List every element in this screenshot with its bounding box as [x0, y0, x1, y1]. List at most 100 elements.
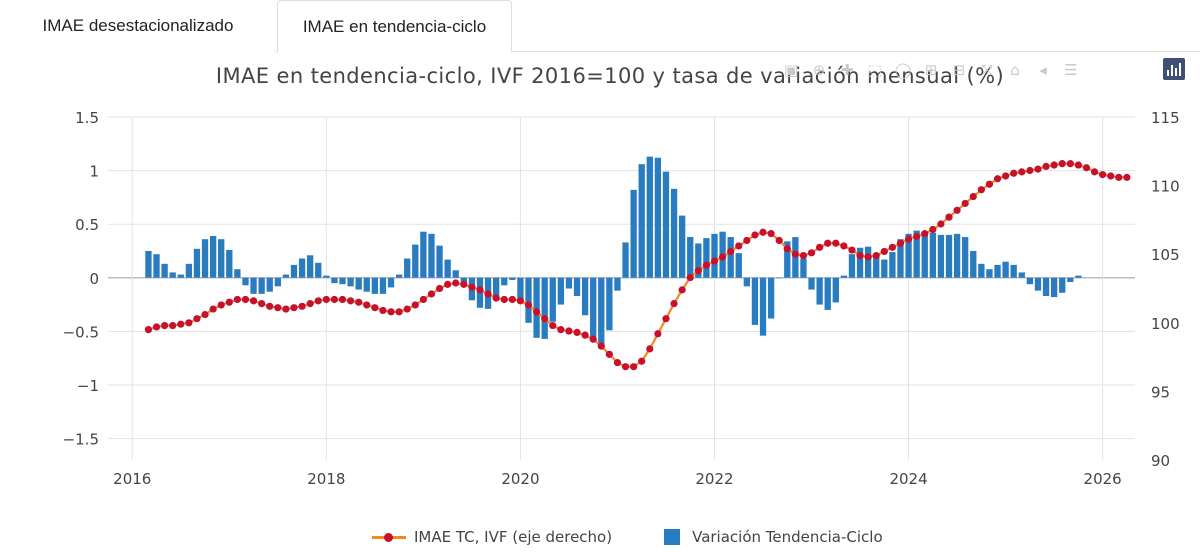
bar-mark [226, 249, 233, 278]
bar-mark [517, 277, 524, 300]
autoscale-icon[interactable]: ⤧ [980, 61, 993, 79]
bar-mark [856, 247, 864, 278]
line-point [662, 315, 670, 323]
line-point [1002, 172, 1010, 180]
line-point [937, 220, 945, 228]
bar-mark [258, 277, 265, 294]
line-point [468, 283, 476, 291]
line-point [969, 192, 977, 201]
bar-mark [687, 237, 694, 278]
bar-mark [1050, 277, 1058, 298]
x-tick-label: 2022 [695, 470, 733, 488]
line-point [476, 286, 484, 294]
bar-mark [1010, 264, 1017, 278]
line-point [718, 253, 727, 261]
plot-modebar: ▣ ⊕ ✚ ⬚ ◯ ⊞ ⊟ ⤧ ⌂ ◂ ☰ [778, 58, 1084, 82]
x-tick-label: 2018 [307, 470, 345, 488]
bar-mark [412, 244, 419, 278]
plotly-logo-icon[interactable] [1163, 58, 1185, 80]
line-point [589, 335, 597, 343]
line-point [177, 320, 185, 328]
line-point [597, 342, 605, 350]
line-point [573, 328, 581, 337]
zoom-icon[interactable]: ⊕ [812, 61, 826, 79]
bar-mark [404, 258, 411, 278]
box-select-icon[interactable]: ⬚ [867, 61, 883, 79]
bar-mark [986, 269, 993, 278]
bar-mark [307, 255, 314, 278]
bar-mark [169, 272, 176, 278]
bar-mark [606, 277, 613, 331]
zoom-in-icon[interactable]: ⊞ [924, 61, 938, 79]
line-point [799, 251, 808, 260]
line-point [816, 243, 824, 251]
bar-mark [776, 277, 783, 279]
reset-axes-icon[interactable]: ⌂ [1010, 61, 1020, 79]
bar-mark [379, 277, 387, 294]
line-point [1050, 161, 1058, 169]
bar-mark [727, 237, 734, 278]
line-point [904, 235, 913, 243]
line-point [355, 298, 363, 306]
bar-mark [1002, 261, 1009, 278]
line-point [1107, 172, 1115, 180]
bar-mark [1075, 275, 1082, 278]
line-point [896, 239, 905, 247]
pan-icon[interactable]: ✚ [840, 61, 854, 79]
tab-imae-desestacionalizado[interactable]: IMAE desestacionalizado [0, 0, 276, 52]
line-point [532, 308, 541, 316]
bar-mark [832, 277, 839, 303]
line-point [298, 302, 306, 310]
line-point [233, 295, 241, 304]
line-point [751, 231, 759, 239]
bar-mark [347, 277, 354, 287]
bar-mark [145, 250, 152, 278]
line-point [1066, 160, 1074, 168]
bar-mark [444, 259, 451, 278]
line-point [856, 251, 864, 260]
line-point [1042, 162, 1050, 170]
bar-mark [323, 275, 330, 278]
bar-mark [234, 269, 241, 278]
bar-mark [800, 258, 807, 278]
line-point [185, 319, 193, 327]
legend-label-variacion: Variación Tendencia-Ciclo [692, 528, 883, 546]
x-tick-label: 2020 [501, 470, 539, 488]
x-tick-label: 2026 [1084, 470, 1122, 488]
bar-mark [994, 264, 1001, 278]
line-point [1018, 168, 1026, 176]
compare-hover-icon[interactable]: ☰ [1064, 61, 1078, 79]
spike-lines-icon[interactable]: ◂ [1039, 61, 1047, 79]
tab-imae-tendencia-ciclo[interactable]: IMAE en tendencia-ciclo [277, 0, 512, 53]
line-point [848, 246, 856, 254]
line-point [209, 305, 217, 313]
bar-mark [363, 277, 370, 292]
bar-mark [290, 264, 298, 278]
legend-item-variacion[interactable]: Variación Tendencia-Ciclo [612, 528, 883, 546]
bar-mark [557, 277, 565, 305]
legend-item-imae-tc[interactable]: IMAE TC, IVF (eje derecho) [372, 528, 612, 546]
bar-mark [509, 277, 516, 280]
line-point [152, 323, 161, 331]
line-point [710, 257, 719, 265]
bar-mark [751, 277, 759, 325]
bar-mark [315, 262, 322, 278]
zoom-out-icon[interactable]: ⊟ [952, 61, 966, 79]
line-point [613, 358, 622, 367]
line-point [686, 273, 694, 282]
line-point [217, 301, 225, 309]
line-point [169, 321, 177, 330]
line-point [524, 301, 533, 309]
line-point [249, 297, 258, 305]
line-point [694, 267, 702, 275]
line-point [783, 245, 791, 253]
line-point [435, 284, 444, 293]
bar-mark [913, 230, 920, 278]
camera-icon[interactable]: ▣ [783, 61, 799, 79]
bar-mark [864, 246, 872, 278]
bar-mark [573, 277, 581, 297]
y-left-tick-label: −1.5 [63, 431, 99, 449]
lasso-select-icon[interactable]: ◯ [894, 61, 912, 79]
line-point [322, 295, 330, 304]
bar-mark [978, 263, 985, 278]
